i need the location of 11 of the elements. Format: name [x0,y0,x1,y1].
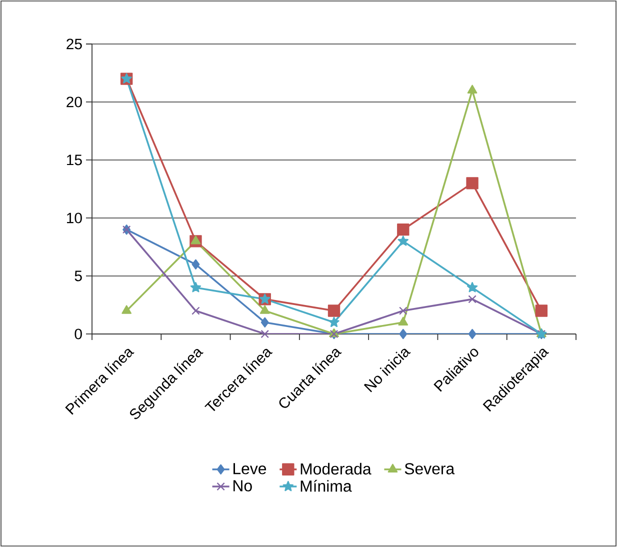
y-tick-label: 25 [66,38,82,50]
legend-label: Severa [404,463,455,474]
legend-label: Mínima [300,480,352,492]
y-tick-label: 10 [67,212,82,224]
y-tick-label: 20 [66,96,82,108]
y-tick-label: 5 [74,270,82,282]
y-tick-label: 0 [74,328,82,340]
y-tick-label: 15 [67,154,82,166]
legend-label: No [234,480,252,492]
legend-label: Leve [234,463,266,474]
legend-label: Moderada [300,462,372,475]
